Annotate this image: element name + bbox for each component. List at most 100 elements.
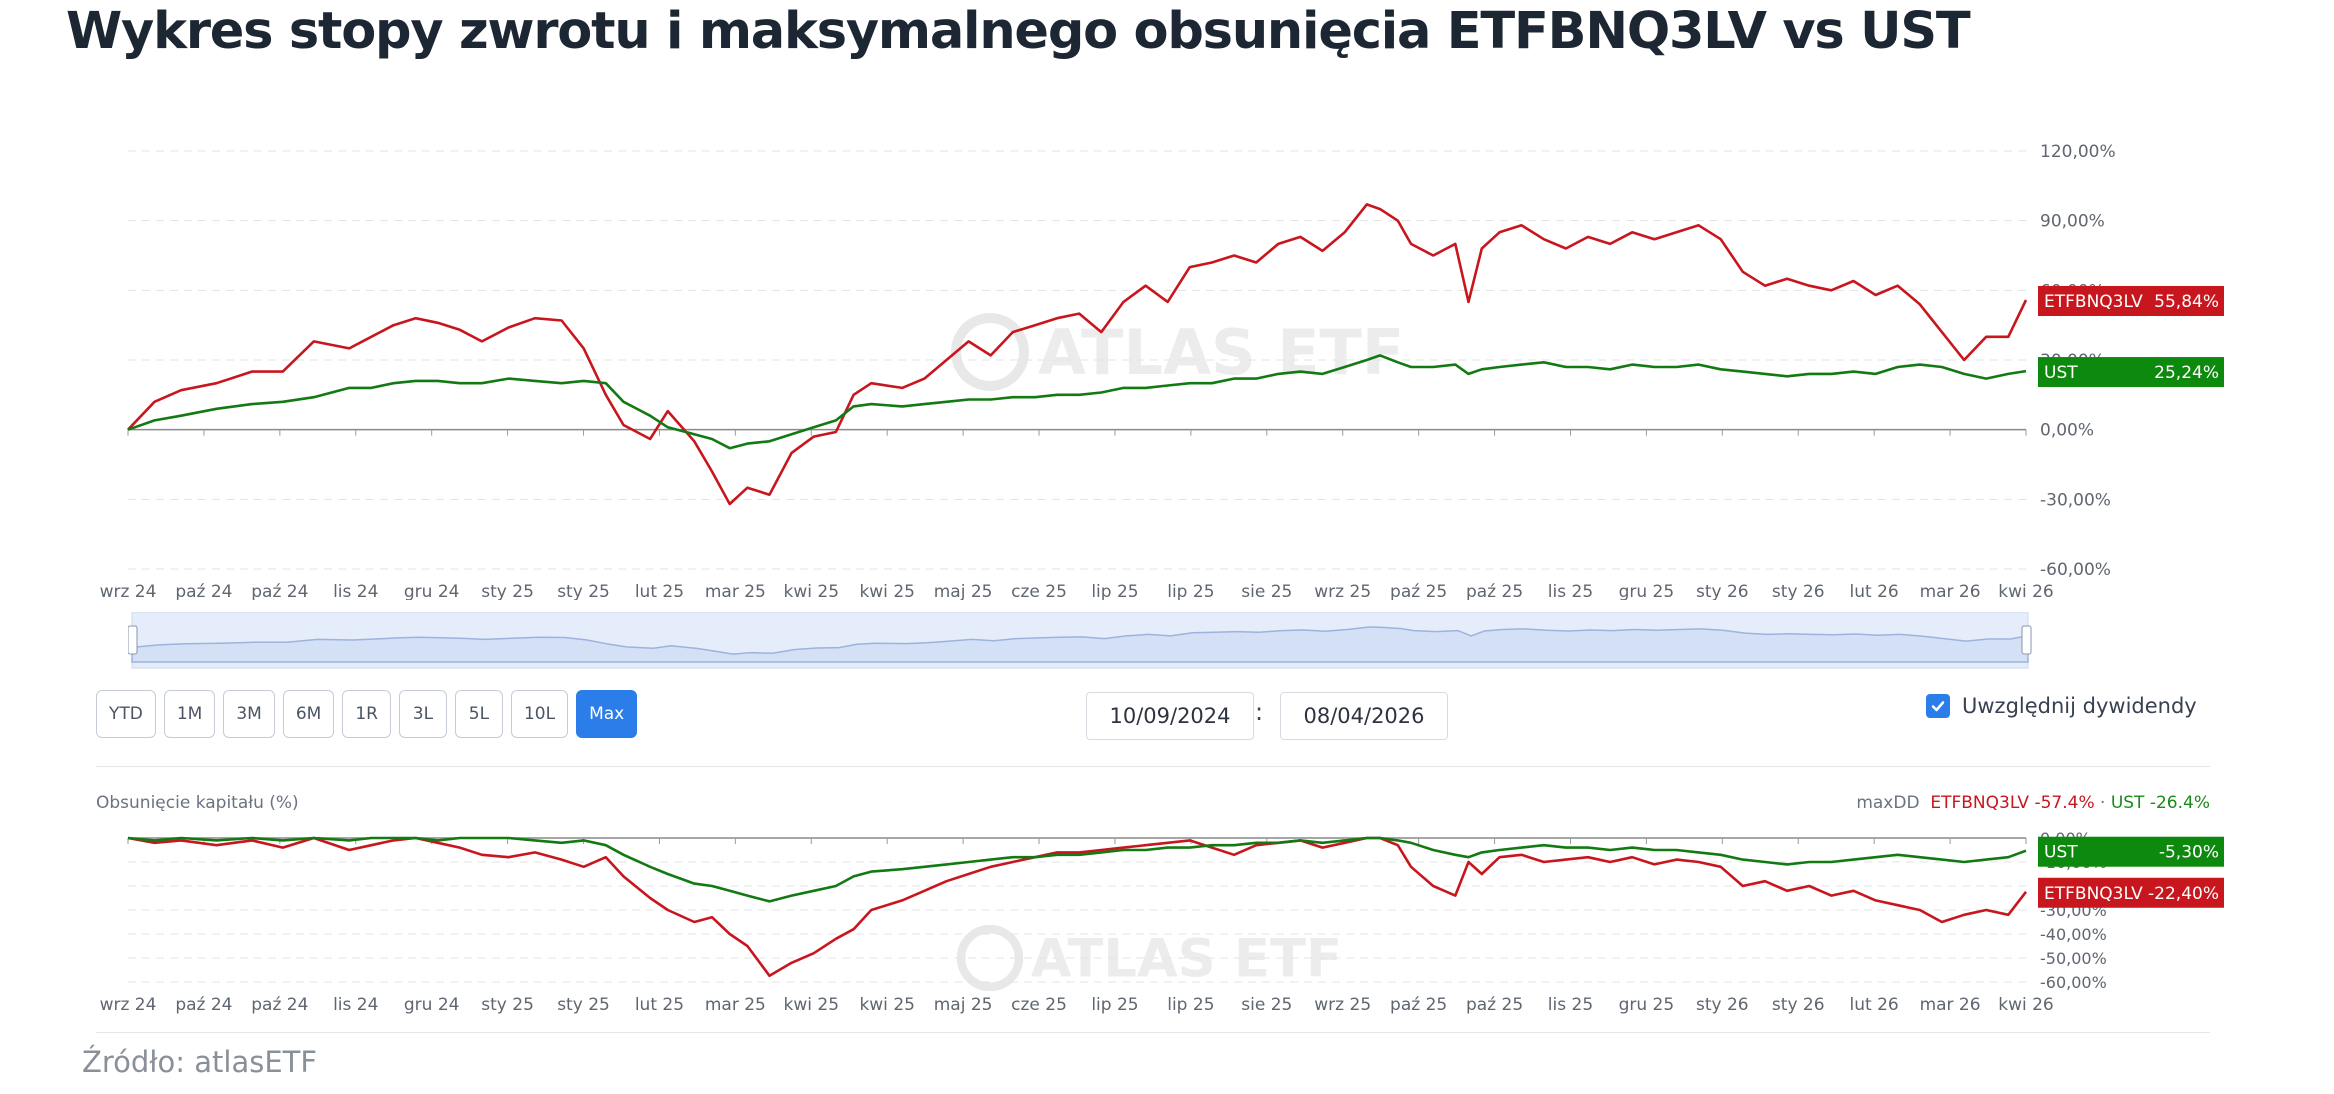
x-tick-label: lis 24 [333,995,378,1015]
x-tick-label: lip 25 [1091,995,1138,1015]
source-note: Źródło: atlasETF [82,1045,318,1079]
y-tick-label: -50,00% [2040,949,2107,968]
x-tick-label: lip 25 [1091,582,1138,600]
x-tick-label: lip 25 [1167,995,1214,1015]
x-tick-label: lut 25 [635,582,684,600]
last-value-name: ETFBNQ3LV [2044,884,2143,904]
range-button-1r[interactable]: 1R [342,690,391,738]
drawdown-title: Obsunięcie kapitału (%) [96,793,299,813]
x-tick-label: cze 25 [1011,582,1067,600]
series-line-ust [127,354,2027,450]
x-tick-label: paź 25 [1466,582,1523,600]
x-tick-label: wrz 24 [100,995,157,1015]
last-value-number: 55,84% [2154,292,2219,312]
x-tick-label: lut 25 [635,995,684,1015]
x-tick-label: sty 26 [1772,995,1825,1015]
range-button-6m[interactable]: 6M [282,690,335,738]
last-value-number: 25,24% [2154,363,2219,383]
x-tick-label: maj 25 [934,995,993,1015]
x-tick-label: wrz 25 [1314,582,1371,600]
last-value-name: UST [2044,843,2078,863]
x-tick-label: gru 25 [1619,582,1675,600]
range-button-3l[interactable]: 3L [398,690,447,738]
y-tick-label: -60,00% [2040,973,2107,992]
x-tick-label: mar 26 [1920,582,1981,600]
x-tick-label: lip 25 [1167,582,1214,600]
range-button-3m[interactable]: 3M [223,690,275,738]
x-tick-label: sty 26 [1696,582,1749,600]
x-tick-label: sty 25 [481,582,534,600]
series-line-etfbnq3lv [127,203,2028,506]
x-tick-label: wrz 25 [1314,995,1371,1015]
x-tick-label: lis 24 [333,582,378,600]
maxdd-ust: UST -26.4% [2110,793,2210,813]
range-navigator[interactable] [128,612,2040,672]
y-tick-label: -60,00% [2040,560,2111,580]
x-tick-label: lis 25 [1548,582,1593,600]
series-line-ust [127,836,2027,903]
x-tick-label: paź 24 [175,582,232,600]
series-line-etfbnq3lv [127,836,2028,978]
x-tick-label: wrz 24 [100,582,157,600]
last-value-name: ETFBNQ3LV [2044,292,2143,312]
start-date-input[interactable]: 10/09/2024 [1086,692,1254,740]
last-value-number: -22,40% [2148,884,2219,904]
x-tick-label: sty 25 [557,582,610,600]
x-tick-label: gru 24 [404,582,460,600]
last-value-badge [2038,285,2224,316]
range-buttons: YTD 1M 3M 6M 1R 3L 5L 10L Max [96,690,638,738]
x-tick-label: paź 25 [1390,582,1447,600]
watermark-text: ATLAS ETF [1031,929,1342,990]
x-tick-label: paź 24 [251,995,308,1015]
navigator-series [131,626,2029,663]
dividends-toggle[interactable]: Uwzględnij dywidendy [1926,694,2197,718]
y-tick-label: -40,00% [2040,925,2107,944]
x-tick-label: sty 25 [481,995,534,1015]
last-value-badge [2038,357,2224,388]
maxdd-label: maxDD [1856,793,1920,813]
watermark-logo: ATLAS ETF [951,313,1404,391]
range-button-5l[interactable]: 5L [454,690,503,738]
x-tick-label: paź 25 [1466,995,1523,1015]
x-tick-label: sie 25 [1241,582,1292,600]
last-value-name: UST [2044,363,2078,383]
divider [96,766,2210,767]
x-tick-label: paź 25 [1390,995,1447,1015]
y-tick-label: 120,00% [2040,142,2116,162]
checkbox-checked-icon[interactable] [1926,694,1950,718]
x-tick-label: gru 25 [1619,995,1675,1015]
x-tick-label: lut 26 [1850,582,1899,600]
x-tick-label: mar 25 [705,582,766,600]
x-tick-label: kwi 25 [859,995,915,1015]
x-tick-label: kwi 25 [859,582,915,600]
maxdd-etf: ETFBNQ3LV -57.4% [1930,793,2095,813]
end-date-input[interactable]: 08/04/2026 [1280,692,1448,740]
watermark-text: ATLAS ETF [1038,316,1404,389]
navigator-handle-left[interactable] [128,625,138,655]
x-tick-label: kwi 25 [784,582,840,600]
x-tick-label: kwi 25 [784,995,840,1015]
x-tick-label: sie 25 [1241,995,1292,1015]
last-value-number: -5,30% [2159,843,2219,863]
y-tick-label: 0,00% [2040,421,2094,441]
last-value-badge [2038,836,2224,867]
maxdd-separator: · [2100,793,2106,813]
range-button-1m[interactable]: 1M [163,690,216,738]
range-button-ytd[interactable]: YTD [96,690,156,738]
x-tick-label: gru 24 [404,995,460,1015]
range-button-10l[interactable]: 10L [510,690,569,738]
range-button-max[interactable]: Max [576,690,638,738]
x-tick-label: paź 24 [175,995,232,1015]
x-tick-label: lis 25 [1548,995,1593,1015]
watermark-logo: ATLAS ETF [956,924,1342,992]
dividends-label: Uwzględnij dywidendy [1962,694,2197,718]
date-separator: : [1255,698,1264,726]
x-tick-label: sty 26 [1772,582,1825,600]
page-title: Wykres stopy zwrotu i maksymalnego obsun… [66,2,1971,61]
x-tick-label: cze 25 [1011,995,1067,1015]
x-tick-label: lut 26 [1850,995,1899,1015]
x-tick-label: sty 25 [557,995,610,1015]
last-value-badge [2038,877,2224,908]
return-chart: ATLAS ETF 120,00%90,00%60,00%30,00%0,00%… [100,142,2224,600]
navigator-handle-right[interactable] [2021,625,2032,655]
